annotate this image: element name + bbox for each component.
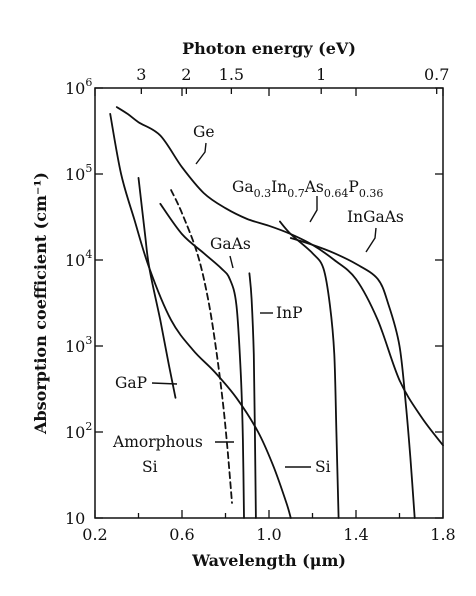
label-amorphous-line1: Amorphous bbox=[112, 433, 203, 451]
y-tick-label: 106 bbox=[65, 76, 92, 98]
label-gainasp-p: P bbox=[348, 178, 358, 196]
series-line-si bbox=[109, 113, 292, 519]
pointer-gap bbox=[151, 382, 178, 385]
series-line-amorphous-si bbox=[170, 189, 233, 504]
series-curves bbox=[109, 106, 444, 519]
top-tick-label: 2 bbox=[181, 65, 191, 84]
label-gaas: GaAs bbox=[210, 235, 251, 253]
series-line-ga0-3in0-7as0-64p0-36 bbox=[279, 220, 340, 519]
series-line-ge bbox=[115, 106, 444, 447]
label-gainasp-p-sub: 0.36 bbox=[359, 187, 384, 200]
series-line-gaas bbox=[159, 202, 245, 519]
y-tick-exponent: 5 bbox=[85, 162, 92, 175]
series-line-inp bbox=[248, 272, 257, 519]
label-inp: InP bbox=[276, 304, 303, 322]
label-gainasp-as-sub: 0.64 bbox=[324, 187, 349, 200]
y-tick-label: 105 bbox=[65, 162, 92, 184]
x-axis-title: Wavelength (μm) bbox=[191, 551, 346, 570]
y-tick-exponent: 6 bbox=[85, 76, 92, 89]
top-tick-label: 3 bbox=[136, 65, 146, 84]
label-gainasp-in: In bbox=[271, 178, 287, 196]
y-tick-exponent: 2 bbox=[85, 420, 92, 433]
label-ge: Ge bbox=[193, 123, 215, 141]
y-tick-label: 103 bbox=[65, 334, 92, 356]
pointer-gaas bbox=[229, 255, 234, 269]
label-gainasp-ga-sub: 0.3 bbox=[254, 187, 272, 200]
pointer-ge bbox=[195, 142, 207, 165]
y-tick-exponent: 3 bbox=[85, 334, 92, 347]
label-si: Si bbox=[315, 458, 331, 476]
top-tick-label: 0.7 bbox=[424, 65, 449, 84]
y-axis-title: Absorption coefficient (cm⁻¹) bbox=[31, 172, 50, 435]
pointer-ingaas bbox=[365, 227, 377, 253]
series-line-ingaas bbox=[289, 237, 416, 519]
x-tick-label: 1.0 bbox=[256, 525, 281, 544]
label-gap: GaP bbox=[115, 374, 147, 392]
top-tick-label: 1.5 bbox=[219, 65, 244, 84]
x-tick-label: 0.2 bbox=[82, 525, 107, 544]
y-tick-label: 104 bbox=[65, 248, 92, 270]
x-tick-label: 1.8 bbox=[430, 525, 455, 544]
y-tick-label: 10 bbox=[65, 509, 85, 528]
x-axis-ticks: 0.2 0.6 1.0 1.4 1.8 bbox=[82, 88, 456, 544]
y-tick-exponent: 4 bbox=[85, 248, 92, 261]
x-tick-label: 1.4 bbox=[343, 525, 368, 544]
top-tick-label: 1 bbox=[316, 65, 326, 84]
label-gainasp-in-sub: 0.7 bbox=[287, 187, 305, 200]
label-gainasp-ga: Ga bbox=[232, 178, 254, 196]
label-ingaas: InGaAs bbox=[347, 208, 404, 226]
series-line-gap bbox=[137, 177, 177, 399]
label-gainasp-as: As bbox=[304, 178, 324, 196]
y-axis-ticks: 10 102 103 104 105 106 bbox=[65, 76, 443, 528]
label-gainasp: Ga0.3In0.7As0.64P0.36 bbox=[232, 178, 383, 200]
top-axis-title: Photon energy (eV) bbox=[182, 39, 356, 58]
y-tick-label: 102 bbox=[65, 420, 92, 442]
pointer-gainasp bbox=[309, 196, 318, 223]
top-axis-ticks: 3 2 1.5 1 0.7 bbox=[136, 65, 449, 94]
x-tick-label: 0.6 bbox=[169, 525, 194, 544]
label-amorphous-line2: Si bbox=[142, 458, 158, 476]
